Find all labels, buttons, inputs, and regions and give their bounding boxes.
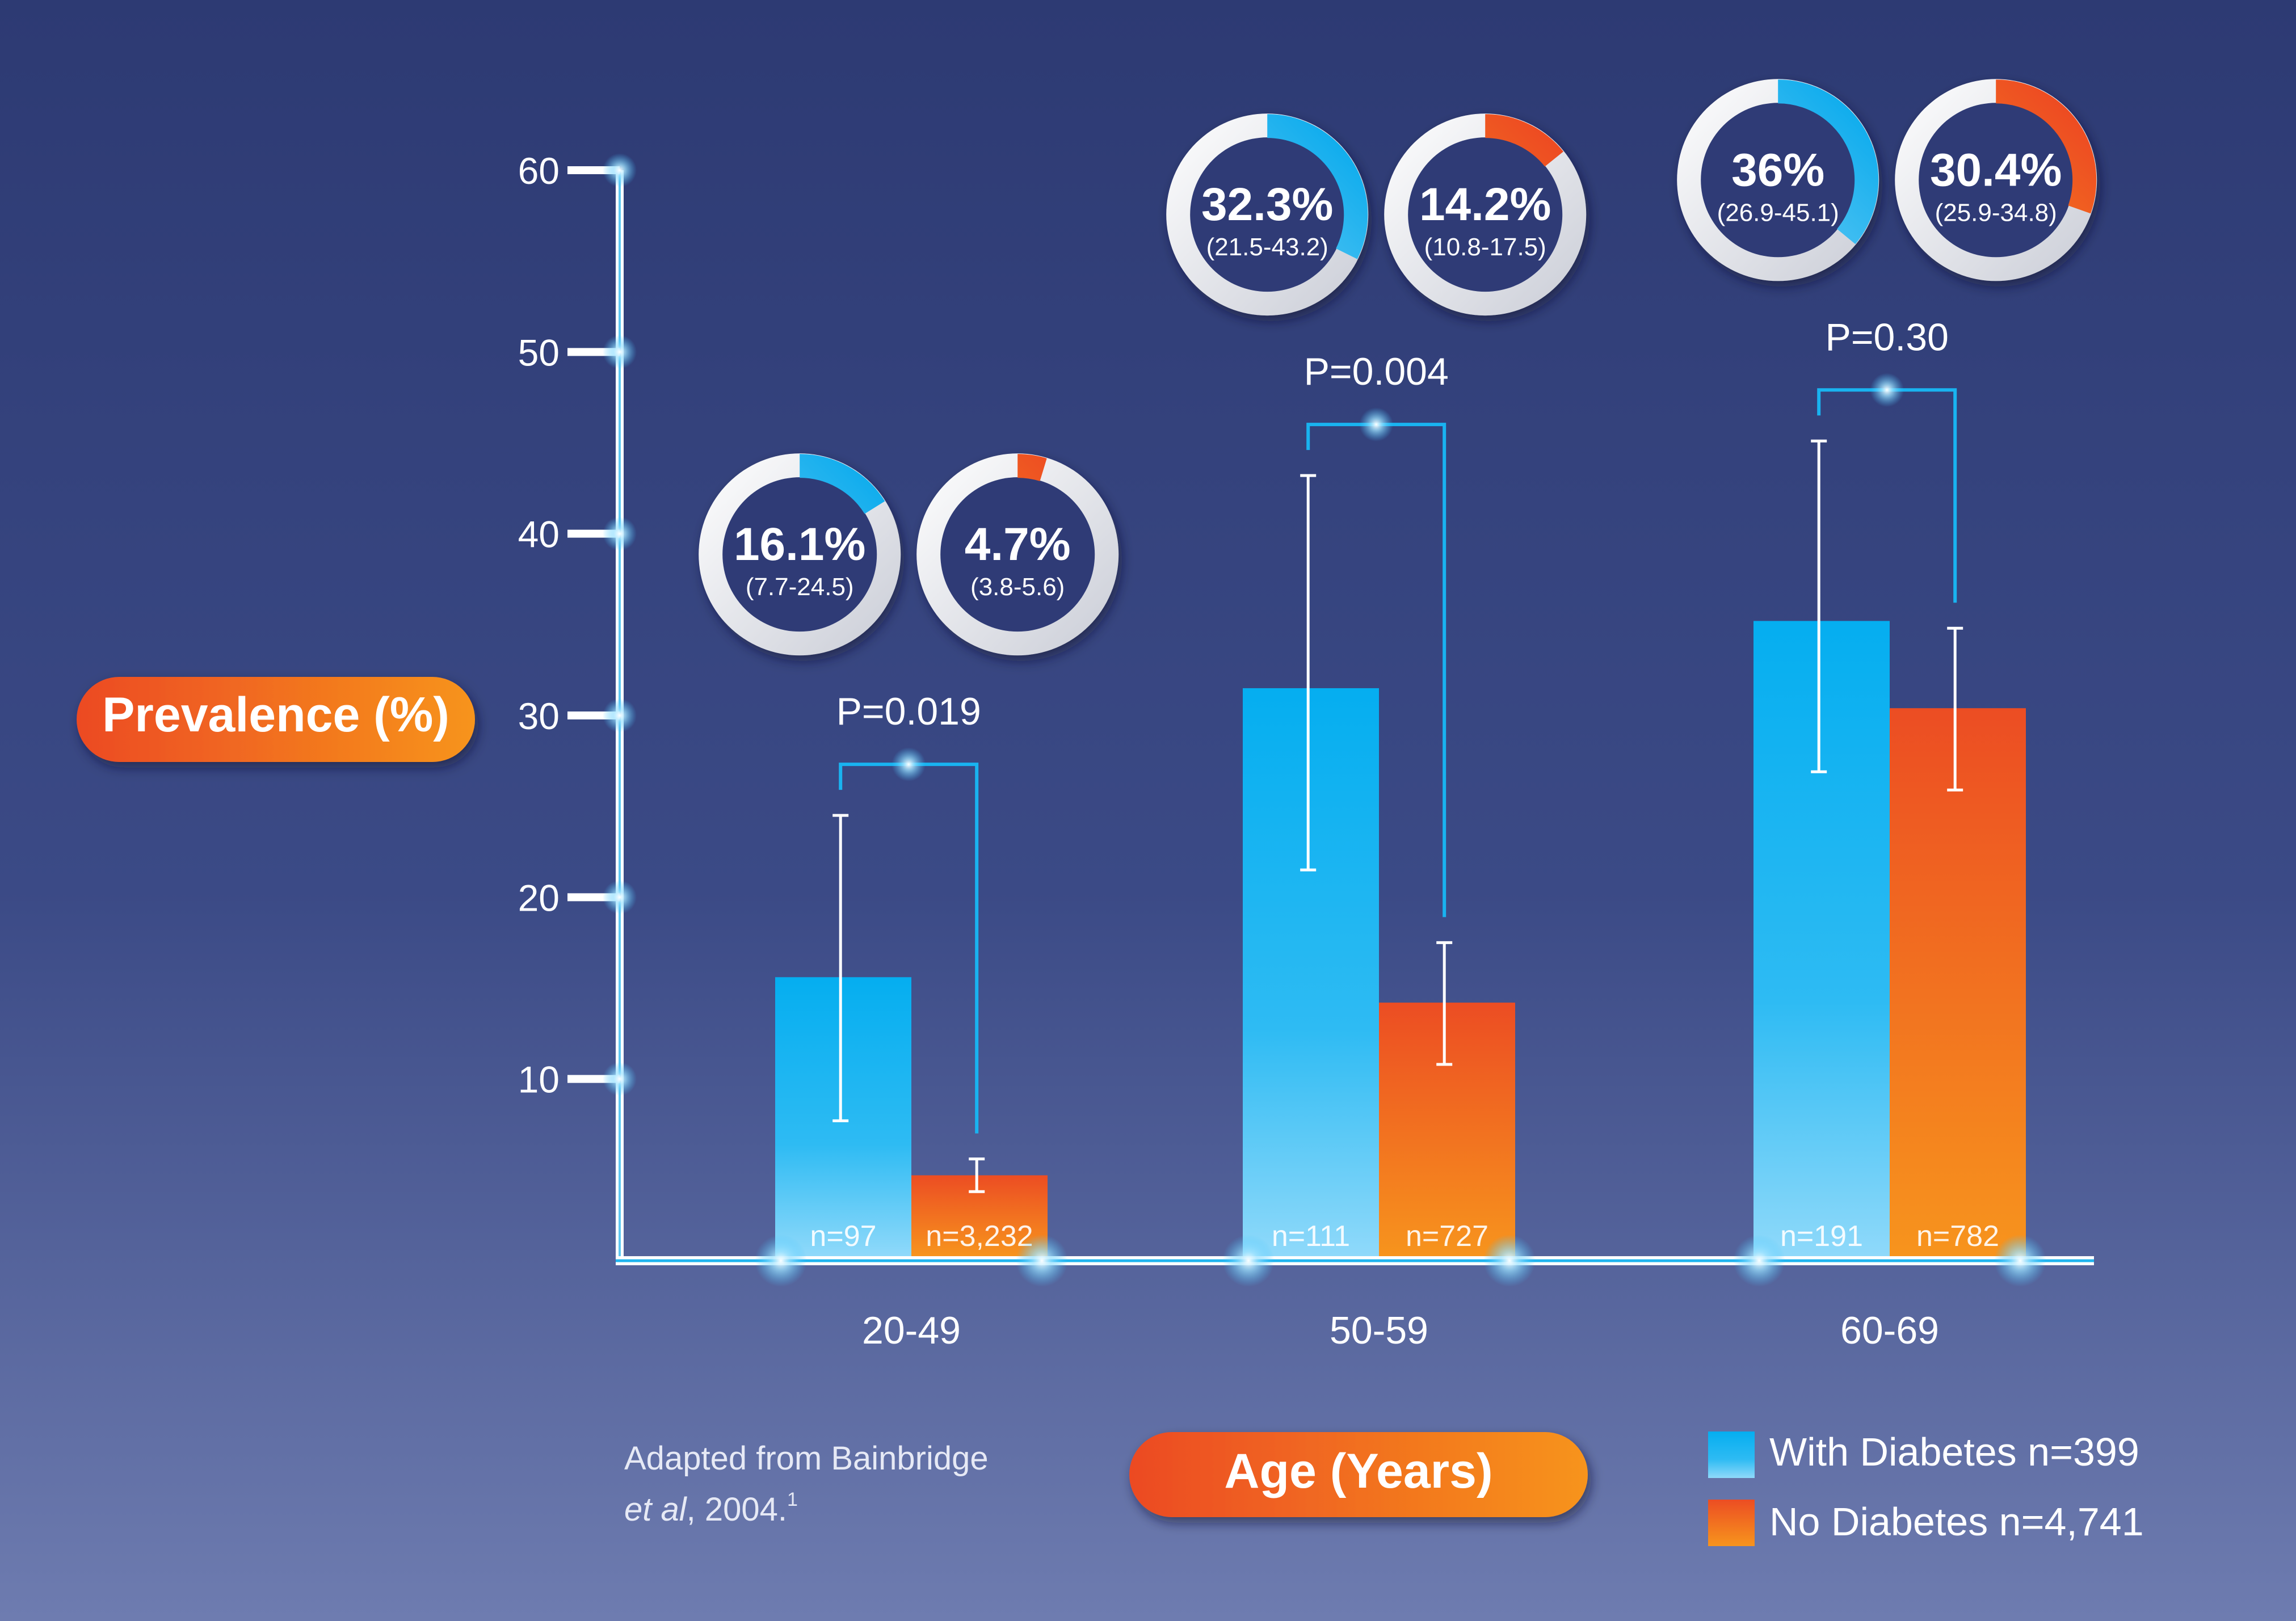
prevalence-ring: 30.4% (25.9-34.8) bbox=[1895, 79, 2097, 281]
bar bbox=[1890, 708, 2026, 1256]
y-tick-label: 40 bbox=[518, 513, 560, 555]
y-tick-label: 60 bbox=[518, 150, 560, 192]
p-bracket-glow bbox=[1359, 407, 1394, 442]
x-axis-glow bbox=[1994, 1235, 2046, 1287]
y-tick-glow bbox=[603, 1062, 637, 1096]
y-tick-glow bbox=[603, 880, 637, 915]
ring-percent: 4.7% bbox=[965, 519, 1071, 570]
prevalence-ring: 4.7% (3.8-5.6) bbox=[916, 453, 1119, 656]
ring-inner bbox=[1701, 103, 1856, 258]
ring-percent: 30.4% bbox=[1930, 144, 2062, 196]
legend-label-with-diabetes: With Diabetes n=399 bbox=[1769, 1430, 2139, 1474]
source-note-line2: et al, 2004.1 bbox=[624, 1489, 798, 1528]
bar bbox=[1753, 621, 1890, 1256]
y-tick-glow bbox=[603, 153, 637, 187]
bar-n-label: n=191 bbox=[1780, 1220, 1863, 1253]
n-labels: n=97 n=3,232 n=111 n=727 n=191 n=782 bbox=[810, 1220, 1999, 1253]
prevalence-ring: 32.3% (21.5-43.2) bbox=[1166, 113, 1369, 316]
prevalence-ring: 16.1% (7.7-24.5) bbox=[699, 453, 901, 656]
bar bbox=[775, 977, 911, 1256]
y-axis-title-text: Prevalence (%) bbox=[102, 688, 449, 742]
x-tick-label: 20-49 bbox=[862, 1309, 961, 1352]
y-tick-glow bbox=[603, 516, 637, 551]
y-tick-glow bbox=[603, 335, 637, 369]
ring-ci: (21.5-43.2) bbox=[1206, 233, 1328, 261]
source-note-superscript: 1 bbox=[787, 1489, 798, 1510]
bar-n-label: n=111 bbox=[1272, 1220, 1350, 1253]
ring-inner bbox=[722, 477, 877, 632]
p-bracket-glow bbox=[1870, 373, 1904, 407]
prevalence-ring: 14.2% (10.8-17.5) bbox=[1384, 113, 1587, 316]
x-axis-glow bbox=[1733, 1235, 1785, 1287]
ring-arc bbox=[699, 454, 901, 655]
ring-inner bbox=[940, 477, 1095, 632]
axis-glows bbox=[603, 153, 2046, 1287]
y-ticks: 10 20 30 40 50 60 bbox=[518, 150, 620, 1101]
prevalence-rings: 16.1% (7.7-24.5) 4.7% (3.8-5.6) 32.3% (21.5-4… bbox=[699, 79, 2097, 656]
y-tick-label: 20 bbox=[518, 877, 560, 919]
ring-arc bbox=[1895, 79, 2097, 281]
source-note-line1: Adapted from Bainbridge bbox=[624, 1440, 989, 1477]
legend-item-with-diabetes: With Diabetes n=399 bbox=[1708, 1430, 2139, 1478]
ring-ci: (3.8-5.6) bbox=[970, 573, 1065, 601]
bar bbox=[1243, 688, 1379, 1256]
p-bracket-glow bbox=[892, 747, 926, 782]
bars bbox=[775, 621, 2026, 1256]
error-bars bbox=[832, 439, 1963, 1193]
bar-n-label: n=782 bbox=[1916, 1220, 1999, 1253]
y-tick-glow bbox=[603, 698, 637, 732]
ring-ci: (25.9-34.8) bbox=[1935, 199, 2057, 226]
y-tick-label: 50 bbox=[518, 331, 560, 373]
ring-percent: 32.3% bbox=[1201, 179, 1334, 230]
x-tick-label: 50-59 bbox=[1330, 1309, 1428, 1352]
ring-percent: 14.2% bbox=[1419, 179, 1551, 230]
x-axis-glow bbox=[1222, 1235, 1275, 1287]
x-tick-label: 60-69 bbox=[1840, 1309, 1939, 1352]
x-axis-title: Age (Years) bbox=[1129, 1432, 1588, 1517]
source-note: Adapted from Bainbridge et al, 2004.1 bbox=[624, 1440, 989, 1528]
y-axis-title-pill bbox=[77, 677, 475, 762]
ring-arc bbox=[1677, 79, 1879, 281]
ring-arc bbox=[917, 454, 1118, 655]
source-note-year: , 2004. bbox=[687, 1491, 787, 1528]
x-tick-labels: 20-49 50-59 60-69 bbox=[862, 1309, 1939, 1352]
x-axis-glow bbox=[755, 1235, 807, 1287]
y-tick-label: 10 bbox=[518, 1059, 560, 1101]
source-note-italic: et al bbox=[624, 1491, 688, 1528]
x-axis-glow bbox=[1483, 1235, 1536, 1287]
ring-percent: 36% bbox=[1731, 144, 1824, 196]
ring-percent: 16.1% bbox=[734, 519, 866, 570]
x-axis-title-pill bbox=[1129, 1432, 1588, 1517]
ring-ci: (7.7-24.5) bbox=[746, 573, 854, 601]
prevalence-ring: 36% (26.9-45.1) bbox=[1677, 79, 1879, 281]
ring-arc bbox=[1167, 114, 1368, 315]
legend-swatch-orange bbox=[1708, 1500, 1755, 1546]
ring-inner bbox=[1408, 137, 1563, 292]
ring-ci: (10.8-17.5) bbox=[1424, 233, 1546, 261]
ring-inner bbox=[1919, 103, 2074, 258]
legend-swatch-blue bbox=[1708, 1431, 1755, 1478]
bar bbox=[1379, 1003, 1515, 1256]
legend-label-no-diabetes: No Diabetes n=4,741 bbox=[1769, 1500, 2144, 1544]
p-brackets: P=0.019 P=0.004 P=0.30 bbox=[836, 315, 1957, 1134]
ring-ci: (26.9-45.1) bbox=[1717, 199, 1839, 226]
legend: With Diabetes n=399 No Diabetes n=4,741 bbox=[1708, 1430, 2144, 1546]
bar-n-label: n=97 bbox=[810, 1220, 876, 1253]
bar-n-label: n=727 bbox=[1406, 1220, 1488, 1253]
p-value-label: P=0.019 bbox=[836, 690, 981, 733]
y-axis-title: Prevalence (%) bbox=[77, 677, 475, 762]
x-axis-title-text: Age (Years) bbox=[1224, 1444, 1492, 1498]
p-value-label: P=0.30 bbox=[1825, 315, 1948, 359]
bar-n-label: n=3,232 bbox=[926, 1220, 1033, 1253]
y-tick-label: 30 bbox=[518, 695, 560, 737]
p-value-label: P=0.004 bbox=[1304, 350, 1449, 393]
legend-item-no-diabetes: No Diabetes n=4,741 bbox=[1708, 1500, 2144, 1546]
ring-inner bbox=[1190, 137, 1345, 292]
x-axis-glow bbox=[1016, 1235, 1068, 1287]
